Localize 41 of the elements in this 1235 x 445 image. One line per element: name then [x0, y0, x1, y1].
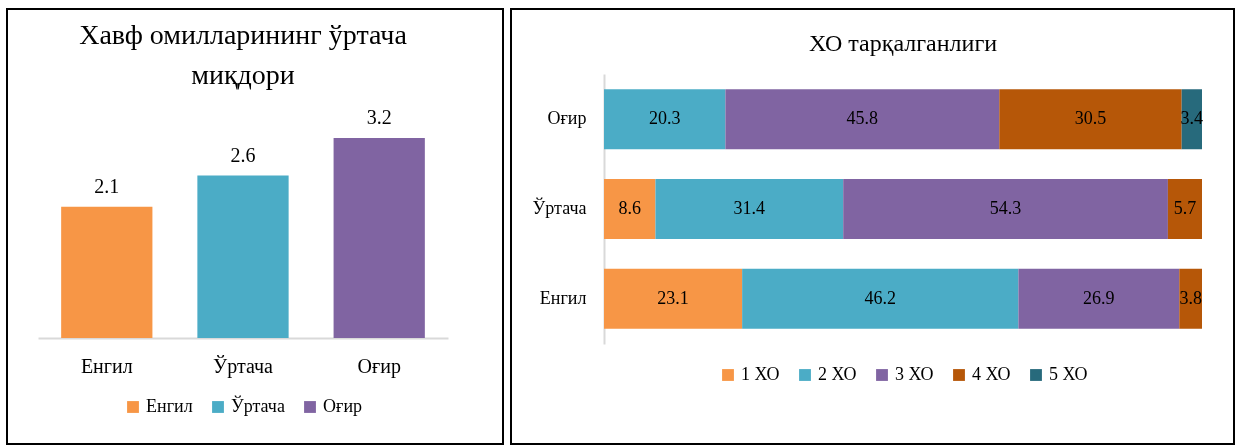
- bar: [1018, 268, 1179, 329]
- y-tick-label: Оғир: [547, 108, 587, 129]
- bar: [741, 268, 1019, 329]
- bar: [603, 178, 656, 240]
- legend-label: 1 ХО: [740, 364, 780, 384]
- data-label: 26.9: [1082, 287, 1115, 308]
- data-label: 5.7: [1173, 198, 1196, 218]
- legend-label: 2 ХО: [817, 364, 857, 384]
- legend-label: 4 ХО: [971, 364, 1011, 384]
- bar: [1167, 178, 1202, 240]
- legend-label: 3 ХО: [894, 364, 934, 384]
- y-tick-label: Енгил: [539, 287, 587, 308]
- x-tick-label: Ўртача: [213, 354, 274, 378]
- data-label: 2.6: [230, 143, 256, 166]
- data-label: 3.8: [1178, 287, 1202, 308]
- data-label: 20.3: [648, 108, 681, 129]
- data-label: 3.2: [366, 106, 392, 128]
- data-label: 30.5: [1074, 108, 1106, 129]
- data-label: 2.1: [94, 174, 120, 197]
- bar: [724, 89, 999, 150]
- bar: [603, 89, 725, 150]
- data-label: 23.1: [656, 287, 689, 308]
- bar: [655, 178, 843, 240]
- data-label: 46.2: [864, 287, 896, 308]
- data-label: 8.6: [618, 198, 641, 218]
- bar: [998, 89, 1182, 150]
- bar: [603, 268, 742, 329]
- data-label: 45.8: [846, 108, 878, 129]
- y-tick-label: Ўртача: [532, 197, 587, 218]
- chart-title: ХО тарқалганлиги: [808, 30, 997, 56]
- x-tick-label: Енгил: [80, 354, 133, 377]
- legend-label: Енгил: [146, 396, 193, 416]
- legend-label: 5 ХО: [1048, 364, 1088, 384]
- data-label: 31.4: [733, 198, 765, 218]
- data-label: 54.3: [989, 198, 1021, 218]
- x-tick-label: Оғир: [357, 354, 401, 378]
- bar: [1178, 268, 1202, 329]
- chart-title: Хавф омилларининг ўртача миқдори: [79, 19, 408, 90]
- legend-label: Оғир: [323, 396, 363, 416]
- bar: [842, 178, 1168, 240]
- legend-label: Ўртача: [231, 395, 285, 416]
